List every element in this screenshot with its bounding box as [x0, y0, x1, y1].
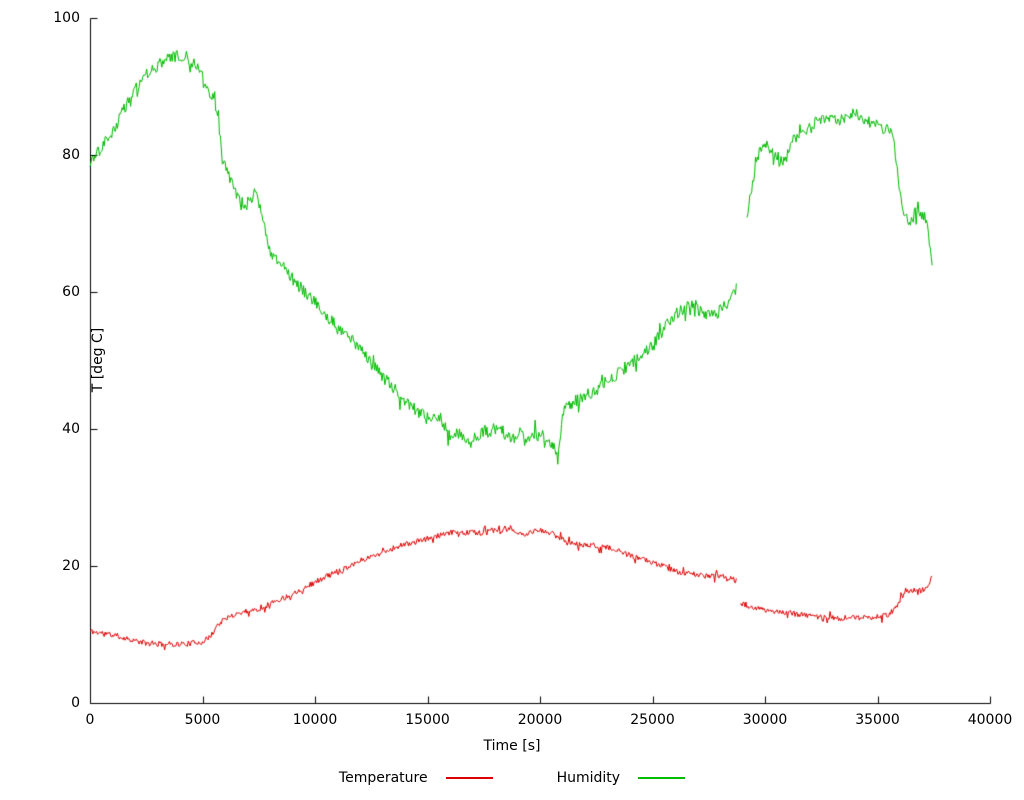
legend-label-humidity: Humidity	[556, 770, 621, 786]
y-tick-label: 80	[62, 147, 80, 163]
x-tick-label: 15000	[405, 712, 450, 728]
y-axis-title: T [deg C]	[90, 327, 106, 393]
y-tick-label: 40	[62, 421, 80, 437]
x-tick-label: 35000	[855, 712, 900, 728]
x-tick-label: 0	[85, 712, 95, 728]
x-tick-label: 30000	[742, 712, 788, 728]
legend-swatch-humidity	[638, 777, 686, 779]
x-axis-title: Time [s]	[483, 738, 541, 754]
legend-item-humidity: Humidity	[556, 770, 686, 786]
y-tick-label: 20	[62, 558, 80, 574]
legend-swatch-temperature	[445, 777, 493, 779]
x-tick-label: 5000	[184, 712, 221, 728]
x-tick-label: 20000	[517, 712, 563, 728]
legend: Temperature Humidity	[0, 770, 1024, 786]
x-tick-label: 10000	[292, 712, 338, 728]
y-tick-label: 60	[62, 284, 80, 300]
legend-label-temperature: Temperature	[338, 770, 428, 786]
legend-item-temperature: Temperature	[339, 770, 493, 786]
y-tick-label: 0	[71, 695, 80, 711]
x-tick-label: 25000	[630, 712, 675, 728]
x-tick-label: 40000	[967, 712, 1013, 728]
y-tick-label: 100	[53, 10, 80, 26]
